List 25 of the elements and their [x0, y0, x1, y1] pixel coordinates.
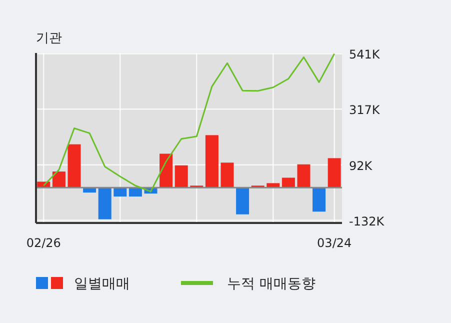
bar [220, 162, 234, 188]
y-tick-label: 317K [349, 103, 381, 118]
bar [297, 164, 310, 188]
bar [114, 188, 127, 197]
bar [174, 165, 188, 188]
chart-title: 기관 [36, 31, 62, 46]
line-series [42, 52, 336, 192]
legend-label: 누적 매매동향 [227, 276, 316, 292]
bar [128, 188, 142, 197]
legend-label: 일별매매 [74, 276, 130, 292]
bar [266, 183, 280, 188]
bar [52, 172, 66, 188]
y-tick-label: 92K [349, 158, 374, 173]
bar [205, 135, 218, 188]
bar [312, 188, 326, 212]
bar [68, 144, 81, 188]
bar [160, 154, 173, 188]
y-tick-label: 541K [349, 48, 381, 62]
bar [282, 178, 295, 188]
x-tick-label: 03/24 [317, 236, 352, 250]
bar [328, 158, 341, 188]
bar [236, 188, 250, 214]
bar [98, 188, 112, 220]
y-tick-label: -132K [349, 214, 386, 228]
x-tick-label: 02/26 [26, 236, 61, 250]
